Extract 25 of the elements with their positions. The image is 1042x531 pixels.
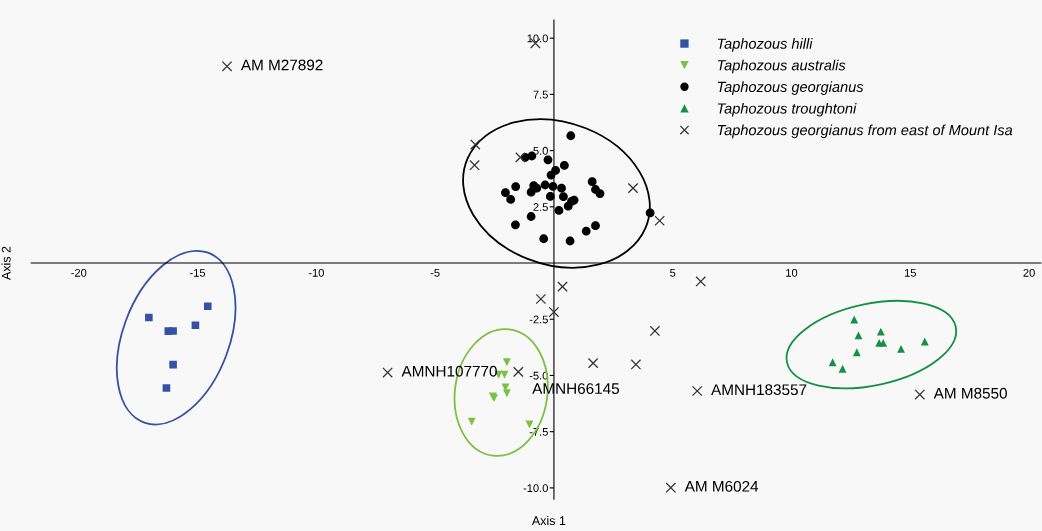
x-tick-label: 20 <box>1023 268 1035 277</box>
x-tick-label: -20 <box>71 268 87 277</box>
x-tick-label: -5 <box>430 269 440 277</box>
legend-label: Taphozous australis <box>717 59 846 74</box>
annotation: AM M8550 <box>933 387 1007 399</box>
x-axis-title: Axis 1 <box>531 515 566 526</box>
x-tick-label: 5 <box>670 269 676 277</box>
x-tick-label: -15 <box>190 269 206 277</box>
annotation: AM M6024 <box>684 480 759 492</box>
y-tick-label: 7.5 <box>533 90 548 99</box>
x-tick-label: 10 <box>786 268 798 277</box>
x-tick-label: 15 <box>904 269 917 277</box>
annotation: AM M27892 <box>240 59 323 71</box>
x-tick-label: -10 <box>308 268 324 277</box>
y-tick-label: 10.0 <box>527 34 548 43</box>
y-tick-label: -2.5 <box>529 315 548 324</box>
legend-label: Taphozous georgianus <box>717 81 864 95</box>
y-tick-label: -10.0 <box>523 484 548 493</box>
annotation: AMNH183557 <box>711 384 807 396</box>
legend-label: Taphozous troughtoni <box>717 102 857 117</box>
y-tick-label: 5.0 <box>533 146 548 155</box>
legend-label: Taphozous hilli <box>717 38 813 52</box>
y-tick-label: 2.5 <box>533 203 548 211</box>
y-axis-title: Axis 2 <box>1 246 11 281</box>
legend-label: Taphozous georgianus from east of Mount Isa <box>717 124 1013 139</box>
